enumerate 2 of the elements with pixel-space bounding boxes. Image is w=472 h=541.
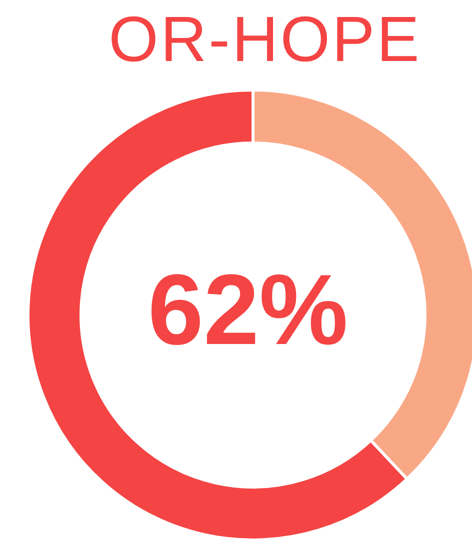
text: 62% (146, 254, 350, 366)
chart-title: OR-HOPE (108, 2, 422, 76)
